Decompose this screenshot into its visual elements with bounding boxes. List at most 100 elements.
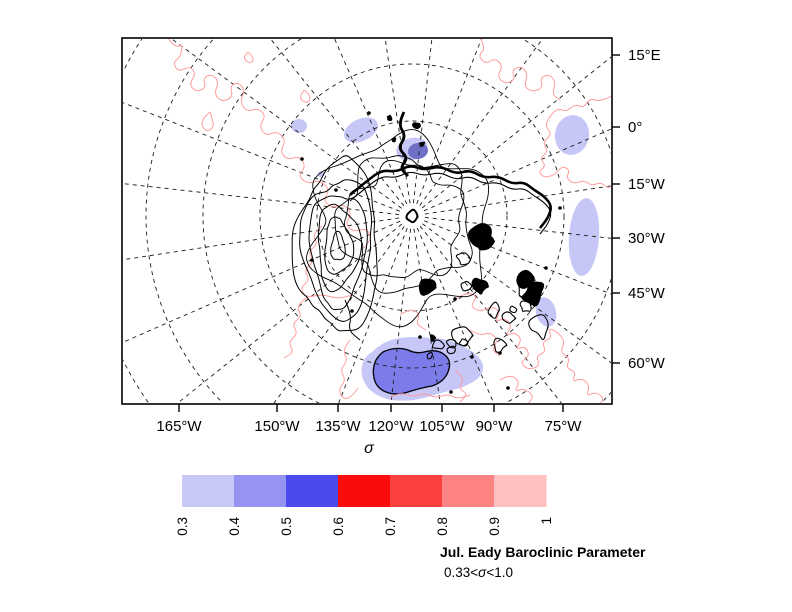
graticule-meridian: [419, 39, 544, 206]
coastline: [300, 89, 311, 103]
contour-islet: [391, 137, 397, 143]
contour-lines: [291, 111, 562, 394]
sigma-symbol: σ: [478, 565, 487, 580]
shaded-region: [344, 117, 378, 143]
contour-island: [501, 311, 517, 324]
contour-speck: [449, 390, 453, 394]
right-axis-tick-label: 15°E: [628, 47, 661, 64]
graticule-meridian: [123, 102, 401, 212]
shaded-region-core: [372, 347, 451, 395]
contour-speck: [367, 111, 371, 115]
contour-island: [516, 269, 536, 289]
colorbar: 0.3 0.4 0.5 0.6 0.7 0.8 0.9 1: [175, 475, 554, 536]
legend: Jul. Eady Baroclinic Parameter 0.33<σ<1.…: [440, 544, 646, 580]
contour-nested: [291, 155, 378, 332]
contour-speck: [334, 188, 338, 192]
contour-speck: [350, 309, 354, 313]
coastline: [243, 51, 254, 63]
legend-subtitle: 0.33<σ<1.0: [444, 565, 513, 580]
contour-island: [446, 345, 456, 355]
contour-island: [429, 334, 437, 342]
bottom-axis-tick-label: 165°W: [156, 418, 202, 435]
coastline: [339, 339, 359, 400]
coastline: [469, 329, 501, 357]
bottom-axis: 165°W 150°W 135°W 120°W 105°W 90°W 75°W: [156, 404, 582, 435]
graticule-parallel: [145, 39, 611, 403]
contour-speck: [470, 355, 474, 359]
colorbar-tick-label: 0.5: [279, 517, 294, 536]
contour-band-inner: [349, 171, 552, 235]
contour-island: [460, 280, 473, 292]
colorbar-tick-label: 0.6: [331, 517, 346, 536]
contour-speck: [418, 335, 422, 339]
colorbar-segment: [494, 475, 547, 507]
bottom-axis-tick-label: 75°W: [545, 418, 583, 435]
graticule-meridian: [270, 39, 405, 207]
bottom-axis-tick-label: 120°W: [368, 418, 414, 435]
graticule-meridian: [423, 128, 611, 212]
coastline: [499, 375, 533, 403]
colorbar-segment: [390, 475, 443, 507]
graticule-meridian: [384, 39, 411, 204]
contour-islet: [418, 141, 426, 147]
contour-speck: [453, 297, 457, 301]
contour-ring: [306, 129, 490, 328]
contour-speck: [498, 351, 502, 355]
contour-band: [349, 165, 552, 229]
right-axis-tick-label: 30°W: [628, 230, 666, 247]
contour-island: [451, 326, 474, 347]
contour-island: [426, 351, 433, 360]
contour-island: [528, 314, 549, 341]
contour-squiggle: [398, 111, 409, 177]
graticule-meridian: [273, 226, 405, 403]
graticule-meridian: [422, 223, 611, 364]
legend-title: Jul. Eady Baroclinic Parameter: [440, 544, 646, 560]
graticule-meridian: [338, 227, 408, 403]
contour-speck: [310, 258, 314, 262]
contour-nested: [317, 203, 363, 293]
graticule-meridian: [424, 217, 611, 239]
graticule-meridian: [423, 220, 611, 295]
coastline: [283, 297, 307, 359]
right-axis-tick-label: 45°W: [628, 285, 666, 302]
coastline: [479, 39, 561, 101]
shaded-region: [554, 115, 590, 155]
shaded-region: [568, 198, 600, 276]
shaded-region: [535, 297, 557, 327]
right-axis-tick-label: 0°: [628, 119, 642, 136]
contour-island: [418, 278, 437, 296]
contour-island: [471, 277, 490, 295]
graticule-meridian: [413, 39, 433, 204]
right-axis: 15°E 0° 15°W 30°W 45°W 60°W: [612, 47, 666, 372]
graticule-meridian: [123, 220, 401, 343]
contour-nested: [308, 195, 368, 311]
bottom-axis-tick-label: 150°W: [254, 418, 300, 435]
contour-squiggle: [344, 299, 361, 341]
coastline: [389, 393, 471, 399]
graticule-meridian: [424, 185, 611, 215]
graticule-meridian: [390, 228, 411, 403]
contour-island: [431, 339, 446, 350]
colorbar-segment: [442, 475, 495, 507]
graticule-meridian: [413, 228, 441, 403]
colorbar-tick-label: 0.7: [383, 517, 398, 536]
coastline: [539, 95, 611, 188]
colorbar-tick-label: 0.9: [487, 517, 502, 536]
coastline: [168, 39, 371, 249]
graticule-parallel: [316, 120, 508, 312]
bottom-axis-tick-label: 135°W: [315, 418, 361, 435]
contour-nested: [330, 230, 346, 261]
contour-speck: [558, 206, 562, 210]
graticule-meridian: [421, 56, 611, 209]
coastline: [399, 309, 427, 331]
colorbar-tick-label: 0.4: [227, 517, 242, 536]
graticule-meridian: [123, 217, 400, 261]
contour-island: [467, 223, 492, 249]
pole-contour: [405, 208, 419, 224]
bottom-axis-tick-label: 90°W: [476, 418, 514, 435]
coastline: [201, 111, 214, 131]
contour-nested: [299, 179, 373, 322]
